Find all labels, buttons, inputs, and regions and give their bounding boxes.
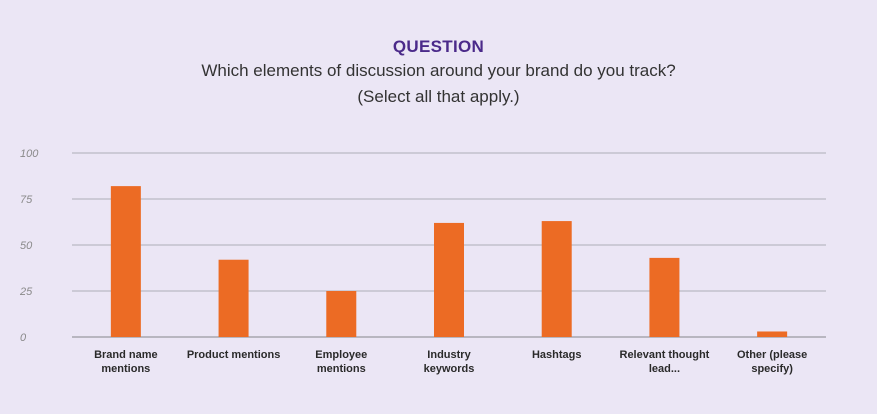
x-category-label: Product mentions bbox=[187, 349, 281, 361]
question-text-line-2: (Select all that apply.) bbox=[357, 87, 520, 106]
bar-2 bbox=[326, 291, 357, 337]
question-heading: QUESTION bbox=[392, 37, 485, 56]
x-category-label-line: Employee bbox=[315, 349, 367, 361]
x-category-label-line: Product mentions bbox=[187, 349, 281, 361]
bar-0 bbox=[110, 186, 141, 337]
x-axis-category-labels: Brand name mentions Product mentions Employ… bbox=[94, 349, 807, 375]
x-category-label-line: mentions bbox=[317, 363, 366, 375]
x-category-label: Industry keywords bbox=[424, 349, 475, 375]
x-category-label: Brand name mentions bbox=[94, 349, 158, 375]
x-category-label-line: Brand name bbox=[94, 349, 158, 361]
chart-header: QUESTION Which elements of discussion ar… bbox=[0, 36, 877, 110]
x-category-label-line: Hashtags bbox=[532, 349, 582, 361]
x-category-label: Employee mentions bbox=[315, 349, 367, 375]
bar-3 bbox=[434, 222, 464, 337]
x-category-label-line: Industry bbox=[427, 349, 471, 361]
x-category-label: Other (please specify) bbox=[737, 349, 807, 375]
y-tick-label: 100 bbox=[20, 148, 39, 160]
question-text-line-1: Which elements of discussion around your… bbox=[201, 61, 676, 80]
bar-1 bbox=[218, 259, 249, 337]
x-category-label-line: specify) bbox=[751, 363, 793, 375]
x-category-label-line: keywords bbox=[424, 363, 475, 375]
x-category-label-line: lead... bbox=[649, 363, 680, 375]
bar-6 bbox=[757, 331, 788, 337]
y-tick-label: 50 bbox=[20, 240, 33, 252]
y-tick-label: 75 bbox=[20, 194, 33, 206]
y-tick-label: 25 bbox=[19, 286, 33, 298]
x-category-label-line: Relevant thought bbox=[620, 349, 710, 361]
x-category-label-line: mentions bbox=[101, 363, 150, 375]
y-axis-tick-labels: 0 25 50 75 100 bbox=[19, 148, 39, 344]
bar-4 bbox=[541, 221, 572, 337]
x-category-label-line: Other (please bbox=[737, 349, 807, 361]
x-category-label: Hashtags bbox=[532, 349, 582, 361]
x-category-label: Relevant thought lead... bbox=[620, 349, 710, 375]
bars bbox=[110, 186, 788, 337]
y-tick-label: 0 bbox=[20, 332, 27, 344]
bar-5 bbox=[649, 257, 680, 337]
